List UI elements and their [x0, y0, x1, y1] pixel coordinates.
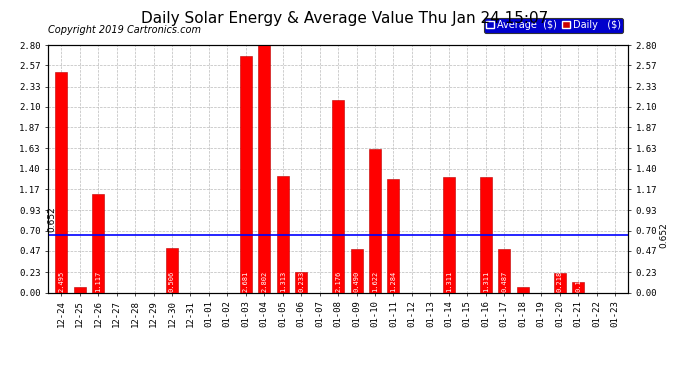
Text: 0.487: 0.487: [501, 271, 507, 292]
Text: 0.490: 0.490: [353, 271, 359, 292]
Text: 0.233: 0.233: [298, 271, 304, 292]
Text: 1.284: 1.284: [391, 271, 397, 292]
Bar: [55, 72, 67, 292]
Bar: [295, 272, 307, 292]
Text: 1.311: 1.311: [483, 271, 489, 292]
Bar: [480, 177, 492, 292]
Bar: [240, 56, 252, 292]
Text: 2.802: 2.802: [262, 271, 267, 292]
Bar: [572, 282, 584, 292]
Bar: [277, 177, 288, 292]
Legend: Average  ($), Daily   ($): Average ($), Daily ($): [484, 18, 623, 33]
Bar: [332, 100, 344, 292]
Text: 0.652: 0.652: [48, 207, 57, 232]
Text: 2.681: 2.681: [243, 271, 249, 292]
Text: 0.652: 0.652: [660, 222, 669, 248]
Bar: [498, 249, 510, 292]
Text: 0.218: 0.218: [557, 271, 562, 292]
Bar: [74, 286, 86, 292]
Text: Copyright 2019 Cartronics.com: Copyright 2019 Cartronics.com: [48, 25, 201, 35]
Text: 1.311: 1.311: [446, 271, 452, 292]
Text: 2.176: 2.176: [335, 271, 341, 292]
Bar: [388, 179, 400, 292]
Bar: [517, 287, 529, 292]
Text: 2.495: 2.495: [58, 271, 64, 292]
Bar: [553, 273, 566, 292]
Text: 0.114: 0.114: [575, 271, 581, 292]
Text: Daily Solar Energy & Average Value Thu Jan 24 15:07: Daily Solar Energy & Average Value Thu J…: [141, 11, 549, 26]
Bar: [369, 149, 381, 292]
Bar: [443, 177, 455, 292]
Bar: [92, 194, 104, 292]
Bar: [166, 248, 178, 292]
Text: 1.117: 1.117: [95, 271, 101, 292]
Text: 0.506: 0.506: [169, 271, 175, 292]
Bar: [351, 249, 362, 292]
Bar: [258, 45, 270, 292]
Text: 1.313: 1.313: [279, 271, 286, 292]
Text: 1.622: 1.622: [372, 271, 378, 292]
